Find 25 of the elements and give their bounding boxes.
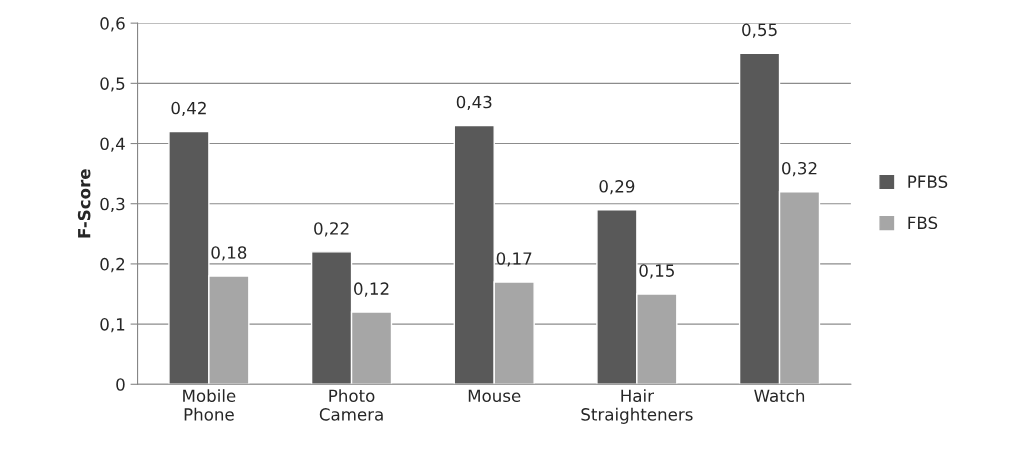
y-tick-label: 0,5 bbox=[100, 77, 125, 92]
data-label: 0,55 bbox=[742, 23, 777, 38]
data-label: 0,43 bbox=[456, 95, 492, 111]
data-label: 0,17 bbox=[496, 252, 532, 267]
legend-label: PFBS bbox=[908, 175, 948, 188]
data-label: 0,22 bbox=[314, 222, 349, 237]
data-label: 0,18 bbox=[211, 246, 247, 261]
y-axis-title: F-Score bbox=[77, 169, 91, 238]
y-tick-label: 0,4 bbox=[100, 137, 125, 152]
y-tick-label: 0,6 bbox=[100, 17, 125, 32]
x-tick-label: Mouse bbox=[468, 389, 521, 403]
y-tick-label: 0,2 bbox=[100, 257, 125, 273]
data-label: 0,29 bbox=[599, 180, 635, 195]
data-label: 0,15 bbox=[639, 264, 674, 279]
x-tick-label: Watch bbox=[754, 389, 805, 403]
x-tick-label: Mobile Phone bbox=[183, 389, 236, 421]
data-label: 0,32 bbox=[782, 161, 817, 177]
x-tick-label: Photo Camera bbox=[319, 389, 383, 421]
y-tick-label: 0 bbox=[116, 378, 125, 391]
legend-label: FBS bbox=[908, 216, 938, 230]
data-label: 0,12 bbox=[354, 282, 389, 297]
data-label: 0,42 bbox=[171, 101, 206, 117]
y-tick-label: 0,1 bbox=[100, 318, 125, 333]
y-tick-label: 0,3 bbox=[100, 197, 125, 212]
x-tick-label: Hair Straighteners bbox=[581, 389, 693, 424]
